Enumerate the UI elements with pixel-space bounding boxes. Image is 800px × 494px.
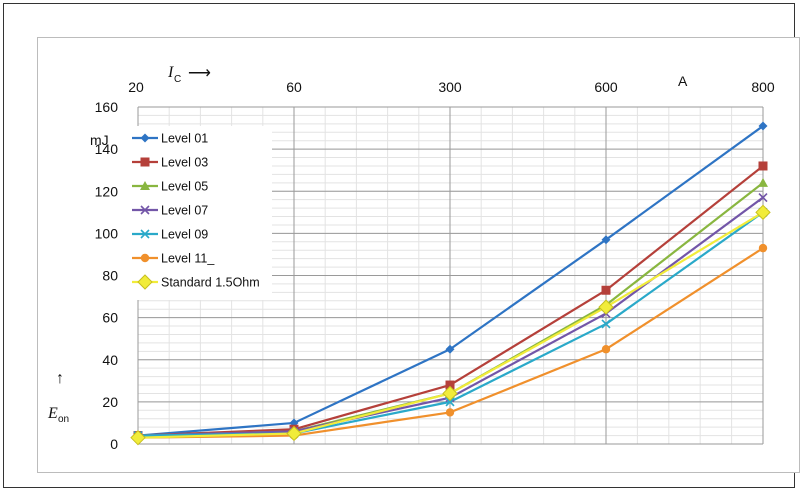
legend-label: Standard 1.5Ohm — [161, 276, 260, 290]
data-point — [141, 254, 149, 262]
x-tick-label: 300 — [438, 79, 462, 95]
y-tick-label: 60 — [102, 310, 118, 326]
y-tick-label: 100 — [95, 225, 119, 241]
legend-label: Level 11_ — [161, 252, 215, 266]
data-point — [446, 408, 454, 416]
x-axis-label: I — [167, 64, 174, 81]
x-axis-label-subscript: C — [174, 74, 181, 85]
y-tick-label: 160 — [95, 99, 119, 115]
y-tick-label: 40 — [102, 352, 118, 368]
data-point — [759, 161, 768, 170]
x-axis-arrow: ⟶ — [188, 65, 211, 82]
y-tick-label: 20 — [102, 394, 118, 410]
data-point — [602, 286, 611, 295]
x-unit-label: A — [678, 73, 688, 89]
legend-label: Level 05 — [161, 180, 208, 194]
x-tick-label: 800 — [751, 79, 775, 95]
data-point — [141, 158, 150, 167]
chart-area: 0 20 40 60 80 100 120 140 160 20 60 300 600 800 Leve… — [37, 37, 800, 473]
x-tick-label: 60 — [286, 79, 302, 95]
y-tick-label: 0 — [110, 436, 118, 452]
data-point — [759, 244, 767, 252]
legend-label: Level 03 — [161, 156, 208, 170]
legend-label: Level 09 — [161, 228, 208, 242]
data-point — [131, 431, 145, 445]
legend-label: Level 01 — [161, 132, 208, 146]
y-axis-label-subscript: on — [58, 414, 69, 425]
data-point — [756, 205, 770, 219]
legend-label: Level 07 — [161, 204, 208, 218]
x-tick-label: 600 — [594, 79, 618, 95]
figure-frame: 0 20 40 60 80 100 120 140 160 20 60 300 600 800 Leve… — [3, 3, 795, 488]
y-axis-arrow: ↑ — [56, 370, 64, 387]
data-point — [602, 345, 610, 353]
y-tick-label: 80 — [102, 268, 118, 284]
x-tick-label: 20 — [128, 79, 144, 95]
y-tick-label: 120 — [95, 183, 119, 199]
y-axis-label: E — [47, 405, 58, 422]
y-unit-label: mJ — [90, 132, 109, 148]
